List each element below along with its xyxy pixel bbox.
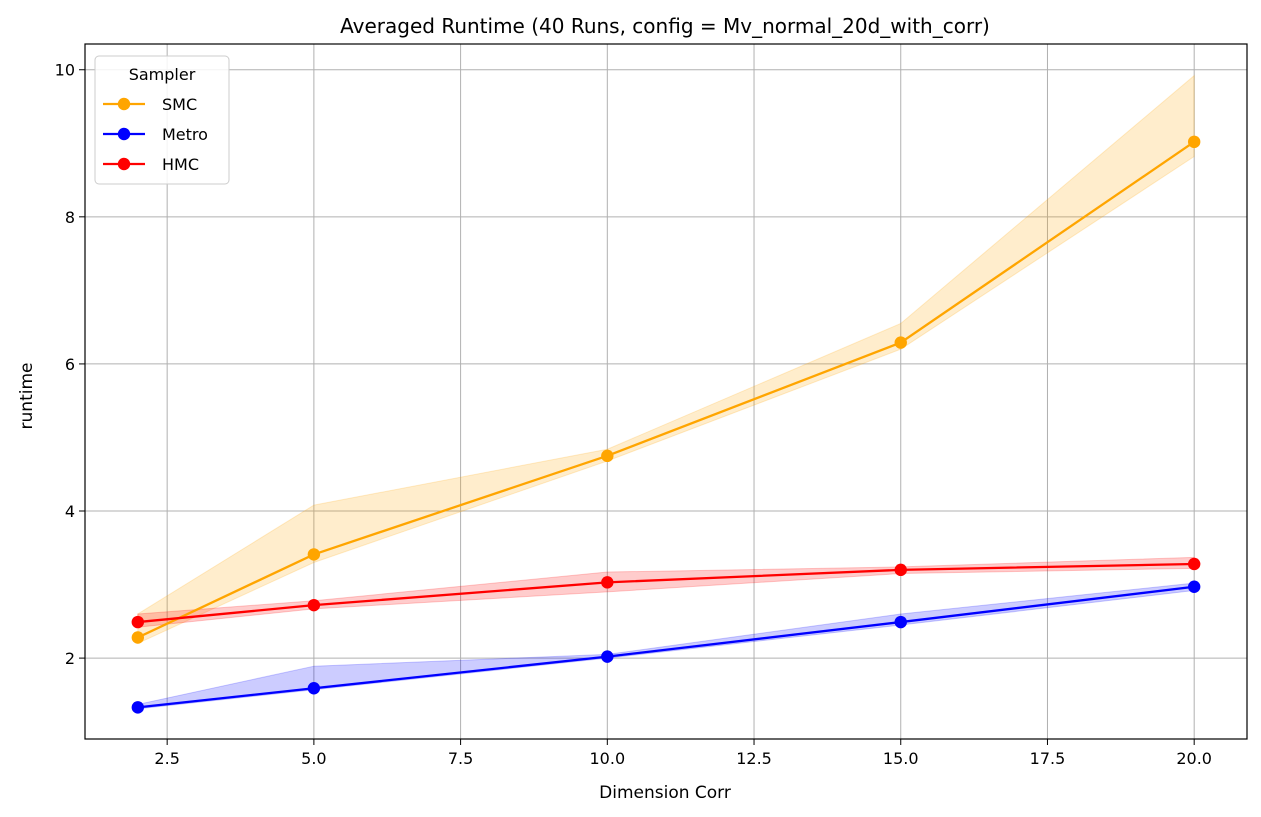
legend-smc-label: SMC	[162, 95, 197, 114]
legend-metro-label: Metro	[162, 125, 208, 144]
x-tick-label: 10.0	[590, 749, 626, 768]
hmc-point	[131, 615, 145, 629]
y-tick-label: 2	[65, 649, 75, 668]
grid-lines	[85, 44, 1247, 739]
x-tick-label: 15.0	[883, 749, 919, 768]
x-tick-label: 20.0	[1176, 749, 1212, 768]
legend: Sampler SMC Metro HMC	[94, 55, 230, 185]
hmc-point	[894, 563, 907, 577]
y-tick-label: 8	[65, 208, 75, 227]
legend-metro-marker	[117, 127, 131, 141]
chart-title: Averaged Runtime (40 Runs, config = Mv_n…	[340, 14, 990, 38]
legend-hmc-label: HMC	[162, 155, 199, 174]
legend-smc-marker	[117, 97, 131, 111]
x-axis-title: Dimension Corr	[599, 783, 731, 803]
y-tick-label: 6	[65, 355, 75, 374]
series-markers	[131, 135, 1201, 714]
x-tick-label: 17.5	[1030, 749, 1066, 768]
metro-point	[1187, 580, 1201, 593]
x-tick-label: 5.0	[301, 749, 326, 768]
metro-point	[131, 701, 145, 714]
metro-point	[601, 650, 614, 663]
hmc-point	[1187, 557, 1201, 571]
x-tick-label: 12.5	[736, 749, 772, 768]
smc-confidence-band	[137, 74, 1195, 645]
legend-box	[94, 55, 230, 185]
legend-items: SMC Metro HMC	[103, 95, 208, 174]
legend-hmc-marker	[117, 157, 131, 171]
smc-point	[131, 631, 145, 644]
hmc-point	[307, 598, 321, 612]
confidence-bands	[137, 74, 1195, 710]
smc-point	[1187, 135, 1201, 149]
y-tick-label: 4	[65, 502, 75, 521]
y-tick-label: 10	[55, 61, 75, 80]
metro-point	[894, 615, 907, 629]
y-axis-ticks: 2 4 6 8 10	[55, 61, 85, 668]
smc-point	[601, 449, 614, 463]
smc-point	[307, 548, 321, 561]
x-tick-label: 7.5	[448, 749, 473, 768]
y-axis-title: runtime	[17, 363, 37, 430]
hmc-point	[601, 576, 614, 589]
smc-point	[894, 336, 907, 349]
legend-title: Sampler	[129, 65, 196, 84]
metro-point	[307, 682, 321, 695]
x-axis-ticks: 2.5 5.0 7.5 10.0 12.5 15.0 17.5 20.0	[154, 739, 1212, 768]
x-tick-label: 2.5	[154, 749, 179, 768]
plot-frame	[84, 43, 1248, 740]
